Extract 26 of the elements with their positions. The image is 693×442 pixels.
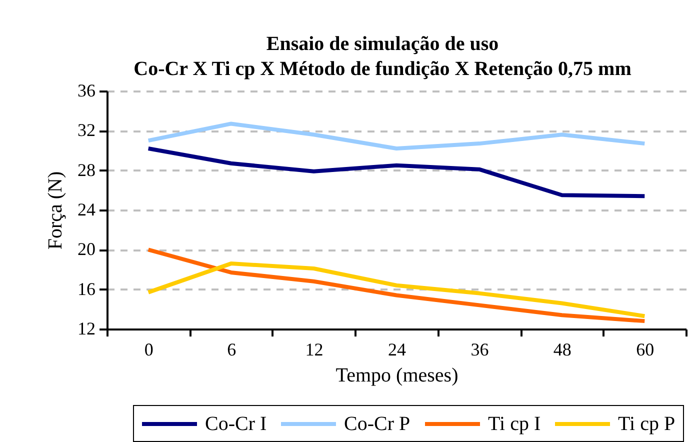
- line-series: [146, 122, 647, 151]
- x-tick-label: 0: [144, 340, 154, 360]
- y-tick-label: 16: [78, 278, 96, 299]
- line-series: [146, 262, 647, 318]
- legend-label: Co-Cr P: [344, 413, 410, 435]
- chart-title: Ensaio de simulação de uso: [266, 33, 499, 55]
- x-tick-label: 48: [553, 340, 572, 360]
- legend-label: Ti cp P: [618, 413, 676, 435]
- legend-label: Co-Cr I: [205, 413, 267, 435]
- y-tick-label: 28: [78, 160, 96, 180]
- x-axis-title: Tempo (meses): [336, 364, 458, 386]
- line-series: [146, 146, 647, 198]
- x-tick-label: 24: [388, 340, 406, 360]
- line-series: [146, 248, 647, 324]
- x-tick-label: 36: [470, 340, 489, 360]
- x-tick-label: 60: [636, 340, 654, 360]
- y-tick-label: 36: [78, 80, 96, 100]
- x-tick-label: 6: [227, 340, 236, 360]
- y-tick-label: 12: [78, 318, 96, 338]
- legend-label: Ti cp I: [488, 413, 541, 435]
- y-tick-label: 20: [78, 239, 96, 260]
- chart-subtitle: Co-Cr X Ti cp X Método de fundição X Retenção 0,75 mm: [134, 58, 632, 80]
- y-tick-label: 32: [78, 120, 96, 140]
- y-axis-title: Força (N): [44, 171, 66, 250]
- y-tick-label: 24: [78, 200, 96, 220]
- x-tick-label: 12: [305, 340, 324, 360]
